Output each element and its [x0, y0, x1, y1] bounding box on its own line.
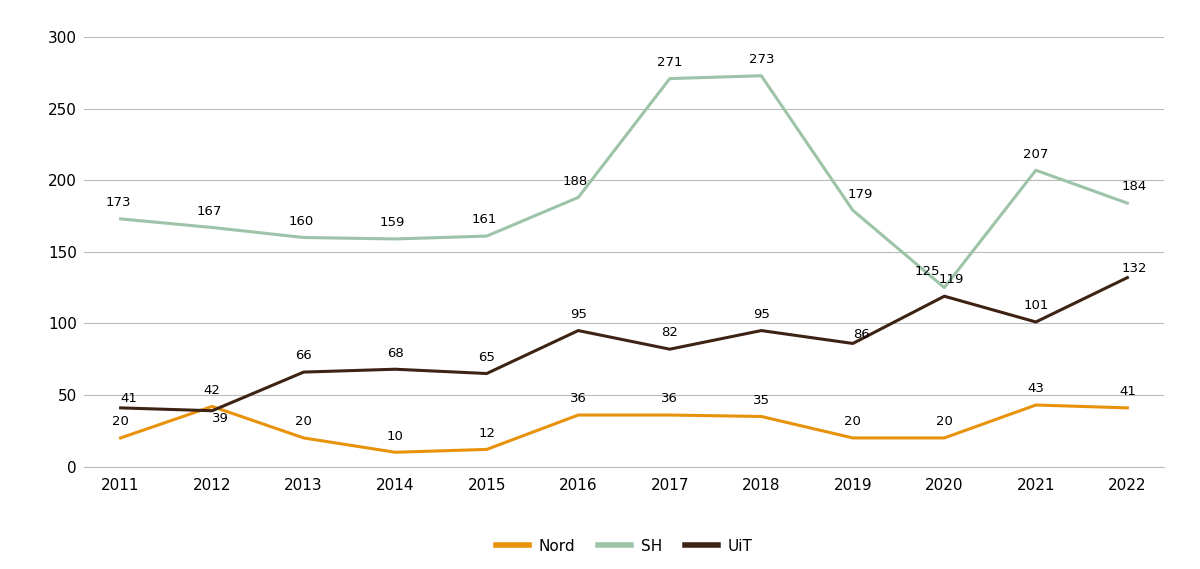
Nord [754, 413, 768, 420]
Text: 125: 125 [914, 265, 941, 278]
Text: 39: 39 [212, 411, 229, 424]
Text: 41: 41 [1118, 385, 1136, 398]
Text: 167: 167 [197, 205, 222, 218]
Text: 159: 159 [379, 216, 406, 229]
Nord [388, 449, 402, 456]
Text: 42: 42 [204, 384, 221, 397]
SH [480, 233, 494, 240]
Line: UiT: UiT [121, 278, 1127, 411]
UiT [205, 407, 220, 414]
UiT [662, 346, 677, 353]
Legend: Nord, SH, UiT: Nord, SH, UiT [490, 532, 758, 560]
Text: 160: 160 [288, 215, 313, 228]
SH [662, 75, 677, 82]
Text: 173: 173 [106, 196, 131, 209]
Text: 41: 41 [120, 392, 137, 405]
UiT [480, 370, 494, 377]
Text: 95: 95 [570, 308, 587, 321]
Text: 20: 20 [845, 415, 862, 428]
Nord [571, 411, 586, 418]
Nord [205, 403, 220, 410]
Text: 271: 271 [658, 56, 683, 69]
Text: 12: 12 [479, 427, 496, 440]
Nord [937, 435, 952, 442]
Text: 65: 65 [479, 351, 496, 364]
UiT [571, 327, 586, 334]
UiT [114, 405, 128, 411]
Nord [480, 446, 494, 453]
SH [846, 207, 860, 214]
Text: 20: 20 [936, 415, 953, 428]
SH [388, 236, 402, 242]
Text: 35: 35 [752, 394, 769, 407]
Nord [662, 411, 677, 418]
Text: 10: 10 [386, 430, 403, 443]
Text: 95: 95 [752, 308, 769, 321]
Line: SH: SH [121, 76, 1127, 287]
SH [571, 194, 586, 201]
Text: 86: 86 [853, 328, 870, 341]
UiT [1120, 274, 1134, 281]
SH [1028, 167, 1043, 174]
Text: 36: 36 [570, 392, 587, 405]
Nord [296, 435, 311, 442]
UiT [1028, 319, 1043, 325]
SH [296, 234, 311, 241]
Text: 273: 273 [749, 53, 774, 66]
Text: 188: 188 [563, 175, 588, 188]
Text: 43: 43 [1027, 382, 1044, 395]
Text: 20: 20 [112, 415, 130, 428]
Text: 20: 20 [295, 415, 312, 428]
UiT [296, 369, 311, 376]
SH [937, 284, 952, 291]
Text: 36: 36 [661, 392, 678, 405]
Nord [846, 435, 860, 442]
UiT [937, 293, 952, 300]
UiT [388, 366, 402, 373]
Text: 132: 132 [1122, 262, 1147, 275]
Text: 179: 179 [847, 188, 872, 201]
Text: 101: 101 [1024, 299, 1049, 312]
Text: 161: 161 [472, 213, 497, 226]
Text: 68: 68 [386, 347, 403, 360]
SH [754, 72, 768, 79]
UiT [754, 327, 768, 334]
Line: Nord: Nord [121, 405, 1127, 452]
UiT [846, 340, 860, 347]
SH [1120, 200, 1134, 207]
Nord [1028, 402, 1043, 409]
Nord [114, 435, 128, 442]
Text: 66: 66 [295, 349, 312, 362]
SH [205, 224, 220, 231]
Text: 207: 207 [1024, 147, 1049, 160]
Text: 82: 82 [661, 327, 678, 340]
Text: 119: 119 [938, 274, 964, 286]
SH [114, 216, 128, 222]
Text: 184: 184 [1122, 180, 1147, 193]
Nord [1120, 405, 1134, 411]
